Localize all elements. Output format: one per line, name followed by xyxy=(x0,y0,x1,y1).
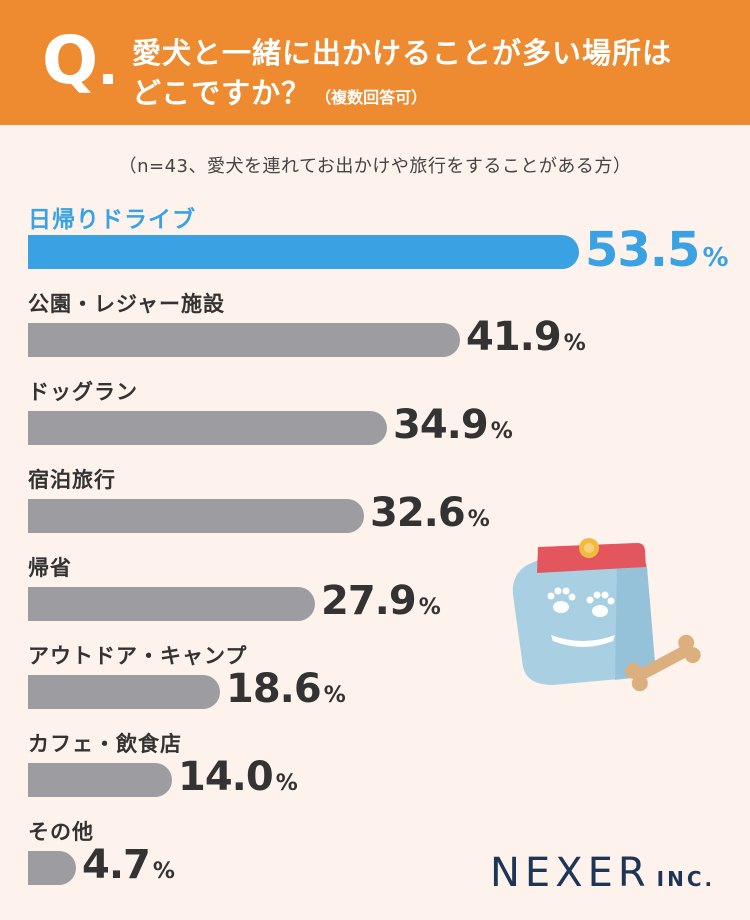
category-label: 公園・レジャー施設 xyxy=(28,292,225,316)
value-number: 27.9 xyxy=(321,578,417,624)
value-number: 18.6 xyxy=(226,666,322,712)
brand-suffix: INC. xyxy=(656,867,716,891)
brand-name: NEXER xyxy=(490,850,651,896)
category-label: その他 xyxy=(28,820,94,844)
value-label: 4.7% xyxy=(82,842,175,888)
bar xyxy=(28,851,76,885)
category-label: アウトドア・キャンプ xyxy=(28,644,248,668)
value-unit: % xyxy=(152,859,175,884)
sample-note: （n=43、愛犬を連れてお出かけや旅行をすることがある方） xyxy=(118,156,632,177)
category-label: ドッグラン xyxy=(28,380,138,404)
question-title-line2-text: どこですか？ xyxy=(132,76,312,110)
bar xyxy=(28,235,579,269)
value-label: 18.6% xyxy=(226,666,346,712)
value-number: 53.5 xyxy=(585,222,700,278)
question-title-line1: 愛犬と一緒に出かけることが多い場所は xyxy=(132,36,673,70)
value-label: 53.5% xyxy=(585,222,729,278)
value-number: 41.9 xyxy=(466,314,562,360)
category-label: 日帰りドライブ xyxy=(28,207,196,233)
value-number: 14.0 xyxy=(178,754,274,800)
value-unit: % xyxy=(467,507,490,532)
bar xyxy=(28,587,315,621)
value-unit: % xyxy=(702,243,729,273)
value-label: 41.9% xyxy=(466,314,586,360)
bar xyxy=(28,411,387,445)
category-label: カフェ・飲食店 xyxy=(28,732,182,756)
value-number: 4.7 xyxy=(82,842,151,888)
bar xyxy=(28,675,220,709)
value-label: 32.6% xyxy=(370,490,490,536)
value-unit: % xyxy=(275,771,298,796)
bar xyxy=(28,499,364,533)
brand-logo: NEXER INC. xyxy=(490,850,715,896)
value-unit: % xyxy=(490,419,513,444)
value-unit: % xyxy=(418,595,441,620)
category-label: 宿泊旅行 xyxy=(28,468,116,492)
question-title-line2: どこですか？ （複数回答可） xyxy=(132,70,427,112)
question-note: （複数回答可） xyxy=(315,88,428,107)
value-number: 32.6 xyxy=(370,490,466,536)
value-number: 34.9 xyxy=(393,402,489,448)
q-mark: Q xyxy=(42,22,99,99)
question-header: Q 愛犬と一緒に出かけることが多い場所は どこですか？ （複数回答可） xyxy=(0,0,750,125)
value-unit: % xyxy=(323,683,346,708)
q-dot xyxy=(103,74,113,84)
dog-bone-icon xyxy=(625,634,701,692)
value-label: 34.9% xyxy=(393,402,513,448)
value-label: 27.9% xyxy=(321,578,441,624)
dog-food-bag-icon xyxy=(512,538,701,692)
value-label: 14.0% xyxy=(178,754,298,800)
category-label: 帰省 xyxy=(28,556,72,580)
bar xyxy=(28,763,172,797)
bar xyxy=(28,323,460,357)
value-unit: % xyxy=(563,331,586,356)
